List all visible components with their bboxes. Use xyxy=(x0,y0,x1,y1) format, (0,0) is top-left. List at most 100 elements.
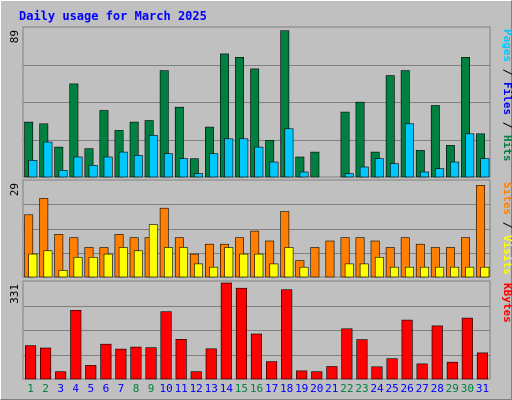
x-tick-label-day-1: 1 xyxy=(27,382,34,395)
bar-kbytes-day-31 xyxy=(476,352,489,380)
bar-kbytes-day-1 xyxy=(24,345,37,380)
bar-pages-day-13 xyxy=(209,153,219,178)
y-max-label: 29 xyxy=(8,183,21,196)
bar-kbytes-day-9 xyxy=(145,347,157,380)
bar-hits-day-20 xyxy=(310,151,320,178)
x-tick-label-day-14: 14 xyxy=(220,382,234,395)
bar-sites-day-30 xyxy=(465,266,475,278)
bar-pages-day-15 xyxy=(239,138,249,178)
x-tick-label-day-9: 9 xyxy=(148,382,155,395)
x-tick-label-day-26: 26 xyxy=(400,382,413,395)
legend-separator: / xyxy=(501,215,512,235)
bar-kbytes-day-23 xyxy=(356,339,368,380)
bar-pages-day-27 xyxy=(420,171,429,178)
bar-pages-day-31 xyxy=(480,158,490,178)
bar-kbytes-day-28 xyxy=(431,325,443,380)
legend-item-hits: Hits xyxy=(501,135,512,162)
bar-sites-day-8 xyxy=(133,250,143,278)
bar-sites-day-14 xyxy=(224,247,234,278)
bar-pages-day-4 xyxy=(73,156,83,178)
chart-title: Daily usage for March 2025 xyxy=(19,9,207,23)
bar-sites-day-17 xyxy=(269,263,279,278)
x-tick-label-day-24: 24 xyxy=(370,382,384,395)
bar-pages-day-6 xyxy=(103,156,113,178)
chart-panels: 89 Pages / Files / Hits 29 Sites / Visits 33… xyxy=(8,26,512,380)
bar-visits-day-21 xyxy=(325,240,335,278)
x-axis-day-labels: 1 2 3 4 5 6 7 8 9 10 11 12 13 14 15 16 17 18 19 20 21 22 23 24 2… xyxy=(27,382,489,395)
bar-sites-day-11 xyxy=(179,247,188,278)
bar-kbytes-day-16 xyxy=(250,333,262,380)
bar-sites-day-19 xyxy=(299,266,309,278)
bar-kbytes-day-15 xyxy=(235,287,247,380)
bar-sites-day-31 xyxy=(480,266,490,278)
bar-sites-day-9 xyxy=(148,224,158,278)
bar-pages-day-7 xyxy=(118,151,128,178)
legend-kbytes: KBytes xyxy=(501,283,512,323)
panel-hits: 89 Pages / Files / Hits xyxy=(8,26,512,178)
bar-visits-day-20 xyxy=(310,247,320,278)
bar-kbytes-day-11 xyxy=(175,338,187,380)
x-tick-label-day-10: 10 xyxy=(159,382,172,395)
x-tick-label-day-4: 4 xyxy=(72,382,79,395)
bar-sites-day-6 xyxy=(103,253,113,278)
bar-hits-day-28 xyxy=(430,105,440,178)
bar-pages-day-19 xyxy=(299,171,309,178)
bar-pages-day-14 xyxy=(224,138,234,178)
bar-kbytes-day-20 xyxy=(311,371,323,380)
panel-kbytes: 331 KBytes xyxy=(8,280,512,380)
bar-kbytes-day-5 xyxy=(85,365,97,380)
legend-item-pages: Pages xyxy=(501,29,512,62)
bar-kbytes-day-30 xyxy=(461,317,473,380)
x-tick-label-day-19: 19 xyxy=(295,382,308,395)
bar-hits-day-25 xyxy=(385,75,395,178)
bar-kbytes-day-17 xyxy=(265,361,278,380)
legend-separator: / xyxy=(501,62,512,82)
x-tick-label-day-16: 16 xyxy=(250,382,263,395)
bar-kbytes-day-12 xyxy=(190,371,202,380)
x-tick-label-day-17: 17 xyxy=(265,382,278,395)
bar-pages-day-9 xyxy=(148,135,158,178)
bar-pages-day-24 xyxy=(374,158,384,178)
bar-visits-day-31 xyxy=(476,185,485,278)
legend-item-sites: Sites xyxy=(501,182,512,215)
bar-pages-day-16 xyxy=(254,146,264,178)
bar-sites-day-13 xyxy=(209,266,219,278)
bar-kbytes-day-2 xyxy=(39,347,52,380)
bar-sites-day-7 xyxy=(118,247,128,278)
bar-kbytes-day-24 xyxy=(371,366,383,380)
x-tick-label-day-18: 18 xyxy=(280,382,293,395)
x-tick-label-day-21: 21 xyxy=(325,382,338,395)
x-tick-label-day-25: 25 xyxy=(385,382,398,395)
bar-kbytes-day-14 xyxy=(220,282,232,380)
bar-sites-day-1 xyxy=(28,253,38,278)
x-tick-label-day-28: 28 xyxy=(431,382,444,395)
y-max-label: 89 xyxy=(8,30,21,43)
bar-pages-day-11 xyxy=(179,158,188,178)
x-tick-label-day-29: 29 xyxy=(446,382,459,395)
x-tick-label-day-23: 23 xyxy=(355,382,368,395)
x-tick-label-day-20: 20 xyxy=(310,382,323,395)
x-tick-label-day-30: 30 xyxy=(461,382,474,395)
bar-kbytes-day-22 xyxy=(341,328,353,380)
x-tick-label-day-31: 31 xyxy=(476,382,489,395)
bar-pages-day-5 xyxy=(88,165,98,178)
bar-kbytes-day-29 xyxy=(446,361,458,380)
legend-item-files: Files xyxy=(501,82,512,115)
legend-visits: Sites / Visits xyxy=(501,182,512,275)
x-tick-label-day-13: 13 xyxy=(205,382,218,395)
bar-pages-day-28 xyxy=(435,168,445,178)
bar-kbytes-day-8 xyxy=(130,346,142,380)
bar-hits-day-23 xyxy=(355,101,365,178)
bar-sites-day-2 xyxy=(43,250,53,278)
bar-sites-day-26 xyxy=(404,266,414,278)
bar-kbytes-day-3 xyxy=(55,371,67,380)
bar-kbytes-day-13 xyxy=(205,348,217,380)
bar-kbytes-day-18 xyxy=(281,289,293,380)
bar-kbytes-day-25 xyxy=(386,358,398,380)
x-tick-label-day-22: 22 xyxy=(340,382,353,395)
x-tick-label-day-7: 7 xyxy=(118,382,125,395)
bar-pages-day-23 xyxy=(359,166,369,178)
y-max-label: 331 xyxy=(8,284,21,304)
